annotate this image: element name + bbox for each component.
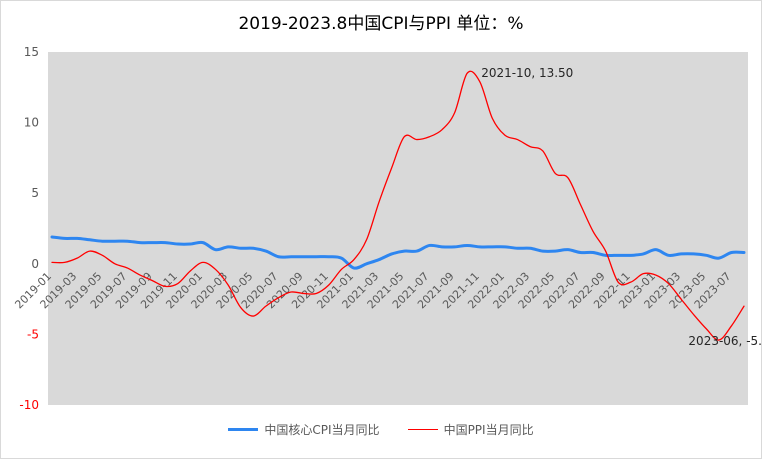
data-label: 2023-06, -5.40 — [688, 334, 761, 348]
data-label: 2021-10, 13.50 — [481, 66, 573, 80]
legend: 中国核心CPI当月同比 中国PPI当月同比 — [1, 421, 761, 438]
y-tick-label: -10 — [19, 398, 39, 412]
legend-swatch-ppi — [407, 429, 438, 430]
series-line-core-cpi — [50, 235, 746, 270]
y-tick-label: 5 — [31, 186, 39, 200]
chart-title: 2019-2023.8中国CPI与PPI 单位：% — [238, 14, 524, 34]
legend-swatch-core-cpi — [228, 428, 259, 431]
y-tick-label: -5 — [27, 327, 39, 341]
series-line-ppi — [51, 70, 745, 341]
legend-label-ppi: 中国PPI当月同比 — [443, 423, 534, 437]
plot-area — [48, 52, 748, 405]
legend-item-core-cpi: 中国核心CPI当月同比 — [228, 421, 380, 438]
legend-label-core-cpi: 中国核心CPI当月同比 — [264, 423, 380, 437]
y-tick-label: 10 — [24, 116, 39, 130]
y-tick-label: 15 — [24, 45, 39, 59]
legend-item-ppi: 中国PPI当月同比 — [407, 421, 534, 438]
y-tick-label: 0 — [31, 257, 39, 271]
